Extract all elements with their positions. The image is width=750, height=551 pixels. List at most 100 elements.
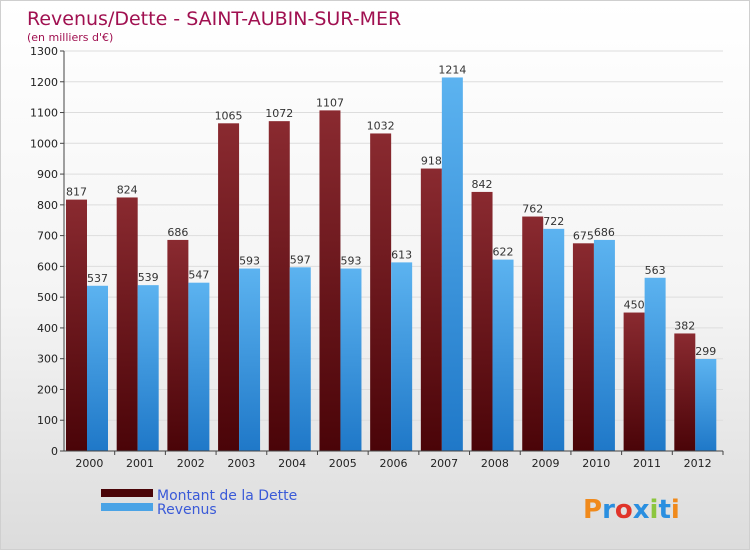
logo-letter: P — [583, 495, 602, 525]
y-tick-label: 1200 — [30, 76, 58, 89]
y-tick-label: 800 — [37, 199, 58, 212]
data-label: 593 — [239, 255, 260, 268]
logo-letter: i — [671, 495, 680, 525]
y-tick-label: 100 — [37, 414, 58, 427]
y-tick-label: 900 — [37, 168, 58, 181]
x-tick-label: 2012 — [684, 457, 712, 470]
x-tick-label: 2001 — [126, 457, 154, 470]
x-tick-label: 2002 — [177, 457, 205, 470]
data-label: 918 — [421, 155, 442, 168]
dette-bar — [319, 110, 341, 451]
dette-bar — [572, 243, 594, 451]
legend-label-dette: Montant de la Dette — [157, 488, 297, 504]
legend-swatch-dette — [101, 489, 153, 497]
revenus-bar — [87, 285, 108, 451]
data-label: 1065 — [215, 109, 243, 122]
data-label: 539 — [138, 271, 159, 284]
data-label: 686 — [594, 226, 615, 239]
data-label: 824 — [117, 183, 138, 196]
logo-letter: i — [650, 495, 659, 525]
dette-bar — [167, 239, 189, 451]
revenus-bar — [239, 268, 261, 451]
proxiti-logo-text: Proxiti — [583, 495, 680, 525]
data-label: 842 — [472, 178, 493, 191]
revenus-bar — [340, 268, 362, 451]
logo-letter: x — [633, 495, 650, 525]
revenus-bar — [644, 277, 666, 451]
y-tick-label: 600 — [37, 260, 58, 273]
data-label: 563 — [645, 264, 666, 277]
revenus-bar — [137, 285, 159, 451]
x-tick-label: 2010 — [582, 457, 610, 470]
y-tick-label: 1300 — [30, 45, 58, 58]
data-label: 1214 — [438, 63, 466, 76]
revenus-bar — [492, 259, 514, 451]
y-tick-label: 1100 — [30, 107, 58, 120]
y-axis-ticks: 0 100 200 300 400 500 600 700 800 900 1000 1100 1200… — [30, 45, 64, 458]
x-tick-label: 2009 — [532, 457, 560, 470]
revenus-bar — [188, 282, 210, 451]
legend-label-revenus: Revenus — [157, 502, 217, 518]
x-tick-label: 2007 — [430, 457, 458, 470]
data-label: 1107 — [316, 96, 344, 109]
dette-bar — [218, 123, 240, 452]
revenus-bar — [391, 262, 413, 451]
y-tick-label: 0 — [51, 445, 58, 458]
data-label: 547 — [188, 269, 209, 282]
data-label: 593 — [340, 255, 361, 268]
data-label: 299 — [695, 345, 716, 358]
revenus-bar — [441, 77, 463, 451]
legend-swatch-revenus — [101, 503, 153, 511]
data-label: 1072 — [265, 107, 293, 120]
proxiti-logo: Proxiti — [583, 495, 680, 525]
axes — [63, 51, 723, 452]
chart-subtitle: (en milliers d'€) — [27, 31, 113, 44]
data-label: 622 — [493, 246, 514, 259]
logo-letter: t — [658, 495, 670, 525]
dette-bar — [623, 312, 645, 451]
x-tick-label: 2000 — [75, 457, 103, 470]
dette-bar — [268, 121, 290, 452]
revenus-bar — [543, 228, 565, 451]
y-tick-label: 700 — [37, 230, 58, 243]
y-tick-label: 1000 — [30, 137, 58, 150]
x-tick-label: 2008 — [481, 457, 509, 470]
data-label: 613 — [391, 248, 412, 261]
bars: 817 537 824 539 686 547 1065 593 1072 597 1107 593 1… — [66, 63, 717, 452]
x-tick-label: 2005 — [329, 457, 357, 470]
data-label: 597 — [290, 253, 311, 266]
y-tick-label: 300 — [37, 353, 58, 366]
dette-bar — [471, 191, 493, 451]
dette-bar — [674, 333, 696, 451]
dette-bar — [370, 133, 392, 451]
data-label: 382 — [674, 319, 695, 332]
x-tick-label: 2003 — [227, 457, 255, 470]
data-label: 722 — [543, 215, 564, 228]
dette-bar — [116, 197, 138, 451]
data-label: 762 — [522, 203, 543, 216]
revenus-bar — [593, 239, 615, 451]
y-tick-label: 500 — [37, 291, 58, 304]
y-tick-label: 400 — [37, 322, 58, 335]
data-label: 675 — [573, 229, 594, 242]
x-tick-label: 2011 — [633, 457, 661, 470]
data-label: 450 — [624, 299, 645, 312]
revenus-bar — [289, 267, 311, 451]
data-label: 817 — [66, 186, 87, 199]
logo-letter: r — [602, 495, 615, 525]
chart-title: Revenus/Dette - SAINT-AUBIN-SUR-MER — [27, 8, 401, 30]
data-label: 1032 — [367, 119, 395, 132]
x-tick-label: 2006 — [380, 457, 408, 470]
dette-bar — [66, 199, 87, 451]
revenus-bar — [695, 359, 717, 451]
data-label: 686 — [167, 226, 188, 239]
y-tick-label: 200 — [37, 383, 58, 396]
x-tick-label: 2004 — [278, 457, 306, 470]
logo-letter: o — [615, 495, 633, 525]
data-label: 537 — [87, 272, 108, 285]
x-axis-ticks: 2000 2001 2002 2003 2004 2005 2006 2007 2008 2009… — [75, 451, 724, 470]
dette-bar — [420, 168, 442, 452]
